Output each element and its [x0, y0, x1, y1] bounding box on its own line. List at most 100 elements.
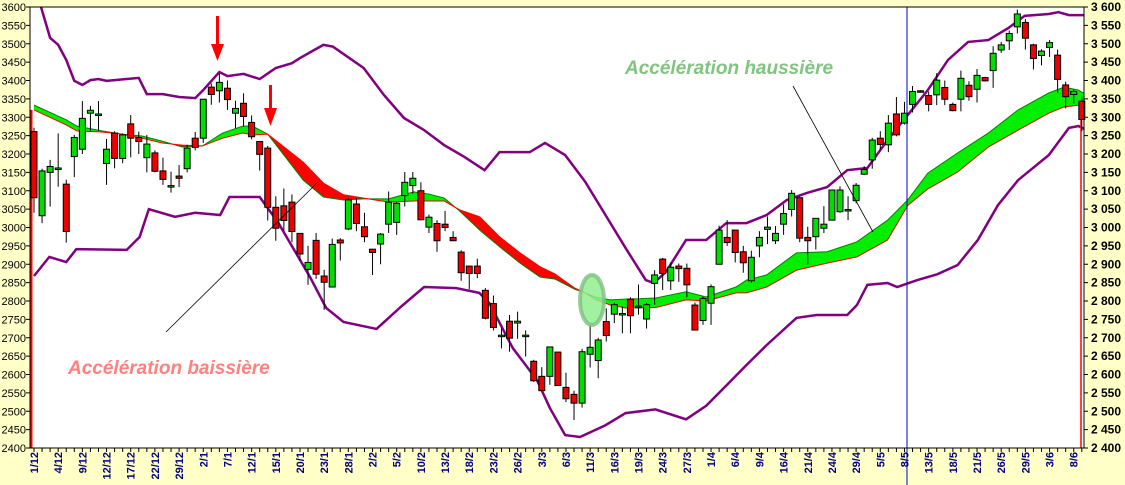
ma-fill-segment: [727, 288, 732, 296]
ma-fill-segment: [743, 279, 748, 293]
candle-body-up: [232, 107, 239, 114]
candle-body-up: [522, 334, 530, 338]
bullish-acceleration-label: Accélération haussière: [624, 58, 833, 79]
candle: [111, 131, 119, 169]
candle-body-up: [167, 185, 175, 188]
y-tick-label-left: 2750: [2, 314, 26, 326]
candle-body-up: [304, 261, 312, 270]
candle: [747, 250, 755, 283]
candle: [707, 284, 715, 325]
x-tick-label: 23/2: [488, 452, 500, 473]
candle: [159, 157, 167, 185]
candle-body-down: [683, 267, 691, 286]
candle: [401, 172, 409, 207]
candle-body-down: [538, 375, 546, 392]
ma-fill-segment: [344, 194, 349, 200]
ma-fill-segment: [392, 196, 397, 202]
y-tick-label-right: 2 400: [1091, 441, 1121, 455]
x-tick-label: 21/4: [803, 451, 815, 473]
candle: [530, 359, 538, 382]
candle-body-down: [981, 77, 989, 82]
ma-fill-segment: [815, 252, 821, 266]
ma-fill-segment: [779, 262, 784, 280]
ma-fill-segment: [896, 207, 901, 225]
ma-fill-segment: [791, 253, 796, 273]
candle-body-up: [143, 143, 151, 159]
x-tick-label: 13/2: [440, 452, 452, 473]
x-tick-label: 29/5: [1020, 452, 1032, 473]
candle: [965, 81, 973, 101]
y-tick-label-right: 2 500: [1091, 404, 1121, 418]
candle-body-up: [1046, 42, 1054, 48]
ma-fill-segment: [682, 292, 688, 301]
candle-body-down: [62, 183, 70, 233]
ma-fill-segment: [400, 194, 406, 202]
ma-fill-segment: [928, 169, 933, 189]
ma-fill-segment: [1017, 108, 1022, 131]
candle-body-down: [369, 248, 377, 253]
candle: [610, 302, 618, 324]
candle-body-up: [54, 167, 62, 170]
x-tick-label: 15/1: [271, 452, 283, 473]
candle: [481, 288, 489, 320]
x-tick-label: 3/3: [537, 452, 549, 467]
y-tick-label-right: 3 400: [1091, 74, 1121, 88]
ma-fill-segment: [977, 137, 982, 157]
ma-fill-segment: [960, 148, 966, 170]
ma-fill-segment: [432, 195, 438, 202]
x-tick-label: 2/1: [198, 452, 210, 467]
ma-fill-segment: [465, 211, 470, 221]
candle: [151, 150, 159, 173]
candle-body-down: [159, 170, 167, 180]
ma-fill-segment: [674, 293, 680, 303]
candle: [223, 80, 231, 110]
y-tick-label-left: 3350: [2, 94, 26, 106]
y-tick-label-right: 2 550: [1091, 386, 1121, 400]
candle-body-up: [997, 44, 1005, 51]
ma-fill-segment: [1025, 103, 1030, 127]
ma-fill-segment: [441, 197, 446, 202]
candle: [876, 131, 884, 150]
bollinger-lower-line: [33, 124, 1084, 439]
y-tick-label-right: 3 100: [1091, 184, 1121, 198]
x-tick-label: 16/3: [609, 452, 621, 473]
y-tick-label-right: 3 550: [1091, 18, 1121, 32]
candle-body-down: [135, 136, 143, 143]
candle-body-up: [344, 199, 352, 230]
candle-body-up: [578, 351, 586, 404]
x-tick-label: 4/12: [53, 452, 65, 473]
ma-fill-segment: [501, 238, 506, 252]
y-tick-label-right: 3 600: [1091, 0, 1121, 14]
candle-body-down: [949, 103, 957, 112]
candle: [522, 330, 530, 357]
ma-fill-segment: [328, 185, 333, 199]
ma-fill-segment: [304, 162, 309, 185]
ma-fill-segment: [525, 256, 530, 270]
candle-body-down: [506, 320, 514, 339]
ma-fill-segment: [835, 247, 841, 262]
candle: [731, 229, 739, 263]
candle-body-up: [772, 232, 780, 242]
ma-fill-segment: [892, 211, 897, 232]
candle: [763, 216, 771, 245]
candle: [691, 302, 699, 331]
y-tick-label-right: 2 900: [1091, 257, 1121, 271]
y-tick-label-right: 3 350: [1091, 92, 1121, 106]
candle: [828, 189, 836, 221]
x-tick-label: 5/5: [875, 452, 887, 467]
candle: [626, 297, 634, 334]
candle-body-down: [127, 123, 135, 139]
ma-fill-segment: [235, 127, 240, 135]
candle-body-up: [715, 229, 723, 265]
bullish-pointer-line: [792, 85, 874, 233]
ma-fill-segment: [316, 175, 321, 195]
candle-body-up: [699, 297, 707, 321]
candle: [199, 98, 207, 143]
candle: [1021, 19, 1029, 50]
ma-fill-segment: [654, 297, 659, 308]
y-tick-label-right: 2 750: [1091, 312, 1121, 326]
ma-fill-segment: [799, 252, 805, 270]
y-tick-label-right: 3 150: [1091, 165, 1121, 179]
candle: [344, 198, 352, 231]
candle-body-up: [46, 165, 54, 173]
